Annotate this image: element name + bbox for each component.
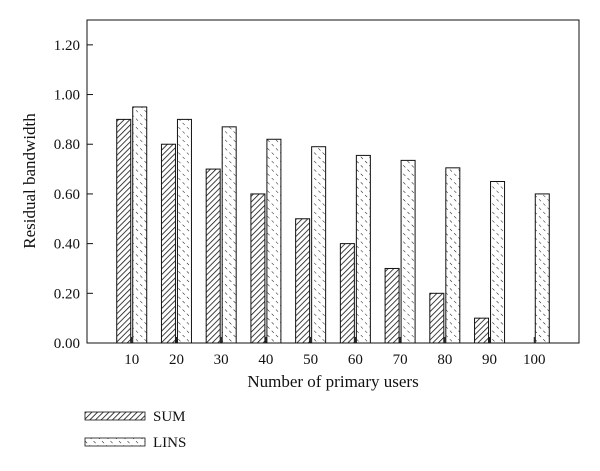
legend-label-sum: SUM <box>153 409 186 425</box>
y-tick-label: 0.80 <box>54 137 80 153</box>
bar-lins <box>266 138 282 344</box>
bar-sum <box>295 218 311 344</box>
x-tick-label: 60 <box>348 352 363 368</box>
x-tick-label: 80 <box>437 352 452 368</box>
y-axis-label: Residual bandwidth <box>20 113 39 249</box>
y-tick-label: 0.20 <box>54 286 80 302</box>
x-axis: 10 20 30 40 50 60 70 80 90 100 <box>124 337 546 368</box>
bar-lins <box>132 106 148 344</box>
legend-swatch-sum <box>84 411 146 421</box>
plot-frame <box>86 19 580 344</box>
x-tick-label: 50 <box>303 352 318 368</box>
y-tick-label: 0.60 <box>54 187 80 203</box>
y-tick-label: 0.40 <box>54 237 80 253</box>
legend: SUM LINS <box>84 409 186 451</box>
x-tick-label: 100 <box>523 352 546 368</box>
y-tick-label: 1.00 <box>54 88 80 104</box>
y-axis: 0.00 0.20 0.40 0.60 0.80 1.00 1.20 <box>54 38 93 352</box>
bar-lins <box>534 193 550 344</box>
x-axis-label: Number of primary users <box>247 372 418 391</box>
bar-lins <box>490 181 506 344</box>
bar-sum <box>205 168 221 344</box>
bar-sum <box>160 143 176 344</box>
x-tick-label: 40 <box>258 352 273 368</box>
x-tick-label: 30 <box>214 352 229 368</box>
bar-lins <box>400 159 416 344</box>
bar-sum <box>339 243 355 344</box>
bar-sum <box>384 267 400 344</box>
x-tick-label: 70 <box>393 352 408 368</box>
x-tick-label: 20 <box>169 352 184 368</box>
x-tick-label: 10 <box>124 352 139 368</box>
x-tick-label: 90 <box>482 352 497 368</box>
bar-lins <box>445 167 461 344</box>
legend-swatch-lins <box>84 437 146 447</box>
bar-series <box>116 106 550 344</box>
y-tick-label: 0.00 <box>54 336 80 352</box>
bar-sum <box>116 118 132 344</box>
bar-lins <box>311 146 327 344</box>
bar-lins <box>221 126 237 344</box>
bar-sum <box>474 317 490 344</box>
bar-lins <box>355 154 371 344</box>
y-tick-label: 1.20 <box>54 38 80 54</box>
legend-label-lins: LINS <box>153 435 186 451</box>
bar-sum <box>250 193 266 344</box>
bar-sum <box>429 292 445 344</box>
bar-lins <box>176 118 192 344</box>
